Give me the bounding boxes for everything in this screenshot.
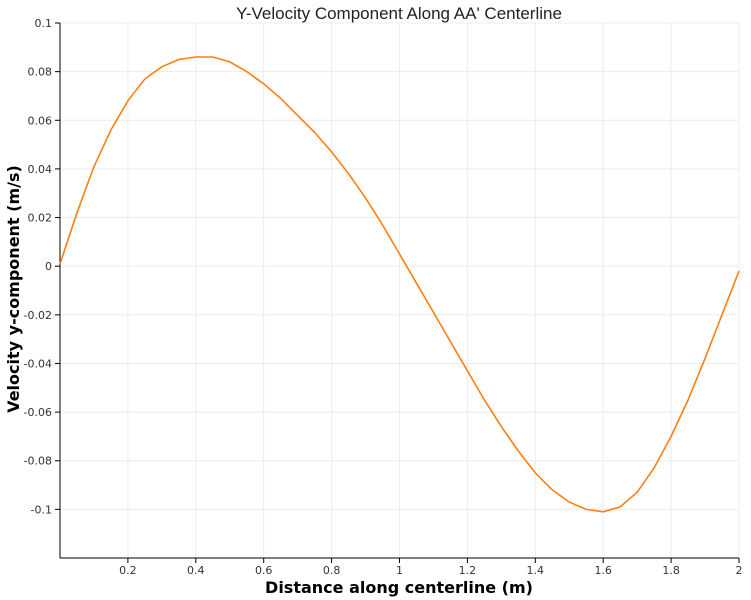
y-tick-label: 0.08 — [28, 66, 53, 79]
series-line — [59, 56, 740, 513]
x-tick-label: 1.4 — [527, 564, 545, 577]
x-tick-label: 1 — [396, 564, 403, 577]
y-tick-label: 0 — [45, 260, 52, 273]
x-tick-label: 0.2 — [119, 564, 137, 577]
y-tick-label: 0.04 — [28, 163, 53, 176]
tick-labels: 0.2 0.4 0.6 0.8 1 1.2 1.4 1.6 1.8 2 0.1 0.08 0.06 0.0… — [24, 17, 743, 577]
x-axis-label: Distance along centerline (m) — [265, 578, 533, 597]
x-tick-label: 0.6 — [255, 564, 273, 577]
y-tick-label: 0.1 — [35, 17, 53, 30]
x-tick-label: 1.8 — [662, 564, 680, 577]
grid-lines — [60, 22, 740, 558]
x-tick-label: 1.2 — [459, 564, 477, 577]
series-layer — [59, 56, 740, 513]
y-axis-label: Velocity y-component (m/s) — [4, 165, 23, 413]
y-tick-label: -0.1 — [31, 503, 52, 516]
chart-title: Y-Velocity Component Along AA' Centerlin… — [236, 4, 562, 23]
y-tick-label: -0.04 — [24, 357, 52, 370]
y-tick-label: -0.06 — [24, 406, 52, 419]
x-tick-label: 0.8 — [323, 564, 341, 577]
x-tick-label: 1.6 — [594, 564, 612, 577]
x-tick-label: 2 — [736, 564, 743, 577]
y-tick-label: 0.02 — [28, 212, 53, 225]
axes — [55, 22, 740, 563]
x-tick-label: 0.4 — [187, 564, 205, 577]
y-tick-label: -0.02 — [24, 309, 52, 322]
y-tick-label: -0.08 — [24, 455, 52, 468]
y-tick-label: 0.06 — [28, 114, 53, 127]
